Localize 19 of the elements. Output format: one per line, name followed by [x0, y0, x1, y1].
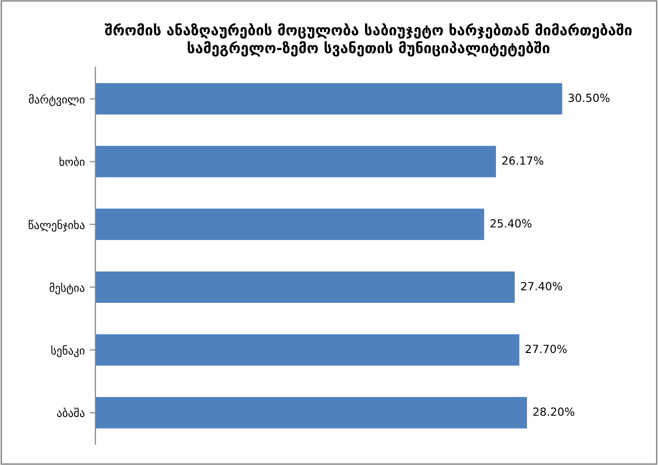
- y-tick-label: მარტვილი: [28, 94, 84, 106]
- data-label: 26.17%: [502, 156, 544, 165]
- bar: [95, 208, 484, 240]
- chart-title: შრომის ანაზღაურების მოცულობა საბიუჯეტო ხარჯებთან მიმართებაში სამეგრელო-ზემო სვანეთის მუნიციპალიტეტებში: [104, 23, 632, 57]
- bar: [95, 83, 562, 115]
- data-label: 30.50%: [568, 94, 610, 102]
- y-tick-label: აბაშა: [57, 408, 84, 418]
- bar: [95, 271, 515, 303]
- y-tick-label: ხობი: [60, 156, 84, 166]
- y-tick-label: სენაკი: [51, 345, 84, 358]
- bar: [95, 334, 520, 366]
- bar: [95, 146, 496, 178]
- y-tick-label: მესტია: [50, 282, 84, 294]
- data-label: 27.40%: [521, 282, 562, 290]
- data-label: 28.20%: [533, 408, 574, 416]
- bar: [95, 396, 527, 428]
- y-tick-label: წალენჯიხა: [28, 220, 84, 232]
- data-label: 25.40%: [490, 219, 532, 228]
- data-label: 27.70%: [526, 344, 567, 354]
